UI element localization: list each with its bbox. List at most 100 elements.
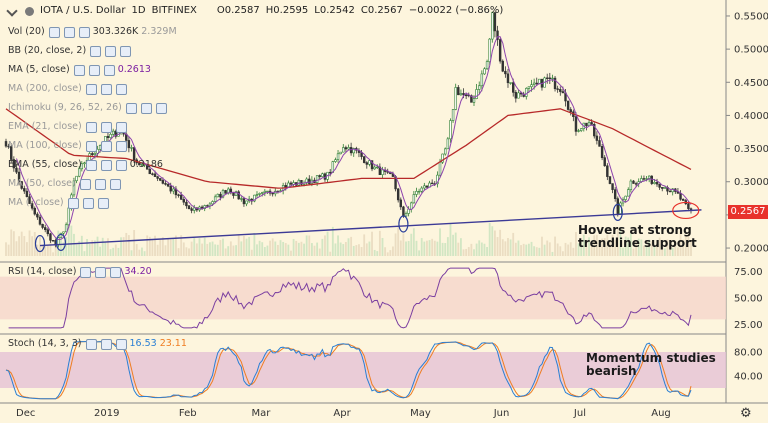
settings-icon[interactable] bbox=[100, 338, 112, 350]
settings-icon[interactable] bbox=[100, 121, 112, 133]
indicator-label[interactable]: Ichimoku (9, 26, 52, 26) bbox=[8, 102, 122, 113]
candle-body bbox=[441, 153, 444, 163]
volume-bar bbox=[640, 239, 643, 256]
close-icon[interactable] bbox=[115, 83, 127, 95]
eye-icon[interactable] bbox=[85, 83, 97, 95]
settings-icon[interactable] bbox=[100, 140, 112, 152]
close-icon[interactable] bbox=[78, 26, 90, 38]
eye-icon[interactable] bbox=[85, 159, 97, 171]
interval-label[interactable]: 1D bbox=[131, 5, 146, 16]
settings-icon[interactable] bbox=[63, 26, 75, 38]
candle-body bbox=[211, 201, 214, 205]
eye-icon[interactable] bbox=[67, 197, 79, 209]
candle-body bbox=[156, 176, 159, 179]
volume-bar bbox=[410, 233, 413, 256]
candle-body bbox=[530, 84, 533, 88]
stoch-label[interactable]: Stoch (14, 3, 3) bbox=[8, 338, 82, 349]
symbol-name[interactable]: IOTA / U.S. Dollar bbox=[40, 5, 126, 16]
trendline-touch-markers bbox=[34, 203, 623, 253]
volume-bar bbox=[687, 236, 690, 256]
volume-bar bbox=[420, 238, 423, 256]
gear-icon[interactable]: ⚙ bbox=[740, 406, 752, 421]
volume-bar bbox=[114, 244, 117, 256]
indicator-label[interactable]: EMA (21, close) bbox=[8, 121, 82, 132]
candle-body bbox=[457, 87, 460, 96]
candle-body bbox=[624, 195, 627, 200]
touch-marker bbox=[34, 234, 46, 253]
collapse-chevron-icon[interactable] bbox=[6, 5, 18, 17]
rsi-label[interactable]: RSI (14, close) bbox=[8, 266, 77, 277]
candle-body bbox=[221, 190, 225, 198]
volume-bar bbox=[167, 238, 170, 256]
candle-body bbox=[459, 93, 463, 96]
candle-body bbox=[106, 136, 110, 138]
volume-bar bbox=[415, 240, 418, 256]
settings-icon[interactable] bbox=[105, 45, 117, 57]
eye-icon[interactable] bbox=[85, 338, 97, 350]
candle-body bbox=[33, 207, 36, 215]
settings-icon[interactable] bbox=[100, 159, 112, 171]
candle-body bbox=[561, 91, 565, 94]
volume-bar bbox=[538, 247, 541, 256]
close-icon[interactable] bbox=[97, 197, 109, 209]
volume-bar bbox=[266, 245, 269, 256]
close-icon[interactable] bbox=[110, 266, 122, 278]
candle-body bbox=[77, 168, 81, 177]
eye-icon[interactable] bbox=[79, 178, 91, 190]
eye-icon[interactable] bbox=[85, 121, 97, 133]
eye-icon[interactable] bbox=[80, 266, 92, 278]
eye-icon[interactable] bbox=[125, 102, 137, 114]
volume-bar bbox=[313, 245, 316, 256]
volume-bar bbox=[310, 243, 313, 256]
close-icon[interactable] bbox=[103, 64, 115, 76]
settings-icon[interactable] bbox=[82, 197, 94, 209]
candle-body bbox=[38, 216, 42, 225]
ohlc-close: C0.2567 bbox=[360, 5, 403, 16]
close-icon[interactable] bbox=[120, 45, 132, 57]
volume-bar bbox=[182, 242, 185, 256]
indicator-label[interactable]: MA (50, close) bbox=[8, 178, 76, 189]
support-annotation: Hovers at strong trendline support bbox=[578, 224, 697, 250]
candle-body bbox=[153, 173, 157, 177]
candle-body bbox=[595, 135, 599, 141]
rsi-axis: 25.00 50.00 75.00 bbox=[734, 267, 763, 331]
eye-icon[interactable] bbox=[90, 45, 102, 57]
rsi-line bbox=[8, 267, 692, 329]
settings-icon[interactable] bbox=[88, 64, 100, 76]
indicator-value: 0.3186 bbox=[129, 159, 163, 170]
close-icon[interactable] bbox=[109, 178, 121, 190]
volume-bar bbox=[146, 235, 149, 256]
indicator-label[interactable]: MA (100, close) bbox=[8, 140, 82, 151]
time-tick-label: Dec bbox=[16, 408, 35, 419]
volume-bar bbox=[28, 230, 31, 256]
candle-body bbox=[381, 169, 384, 176]
candle-body bbox=[51, 240, 55, 242]
close-icon[interactable] bbox=[115, 159, 127, 171]
eye-icon[interactable] bbox=[48, 26, 60, 38]
candle-body bbox=[10, 146, 13, 160]
indicator-label[interactable]: BB (20, close, 2) bbox=[8, 45, 87, 56]
indicator-label[interactable]: Vol (20) bbox=[8, 26, 45, 37]
momentum-note-line1: Momentum studies bbox=[586, 351, 716, 365]
settings-icon[interactable] bbox=[100, 83, 112, 95]
candle-body bbox=[62, 231, 65, 234]
close-icon[interactable] bbox=[155, 102, 167, 114]
eye-icon[interactable] bbox=[85, 140, 97, 152]
close-icon[interactable] bbox=[115, 140, 127, 152]
volume-bar bbox=[569, 242, 572, 256]
close-icon[interactable] bbox=[115, 338, 127, 350]
candle-body bbox=[179, 194, 183, 200]
indicator-label[interactable]: MA (, close) bbox=[8, 197, 64, 208]
settings-icon[interactable] bbox=[95, 266, 107, 278]
volume-bar bbox=[473, 249, 475, 256]
eye-icon[interactable] bbox=[73, 64, 85, 76]
indicator-label[interactable]: MA (200, close) bbox=[8, 83, 82, 94]
close-icon[interactable] bbox=[115, 121, 127, 133]
candle-body bbox=[261, 192, 264, 194]
volume-bar bbox=[376, 251, 379, 256]
indicator-label[interactable]: MA (5, close) bbox=[8, 64, 70, 75]
settings-icon[interactable] bbox=[94, 178, 106, 190]
indicator-label[interactable]: EMA (55, close) bbox=[8, 159, 82, 170]
settings-icon[interactable] bbox=[140, 102, 152, 114]
volume-bar bbox=[190, 241, 193, 256]
